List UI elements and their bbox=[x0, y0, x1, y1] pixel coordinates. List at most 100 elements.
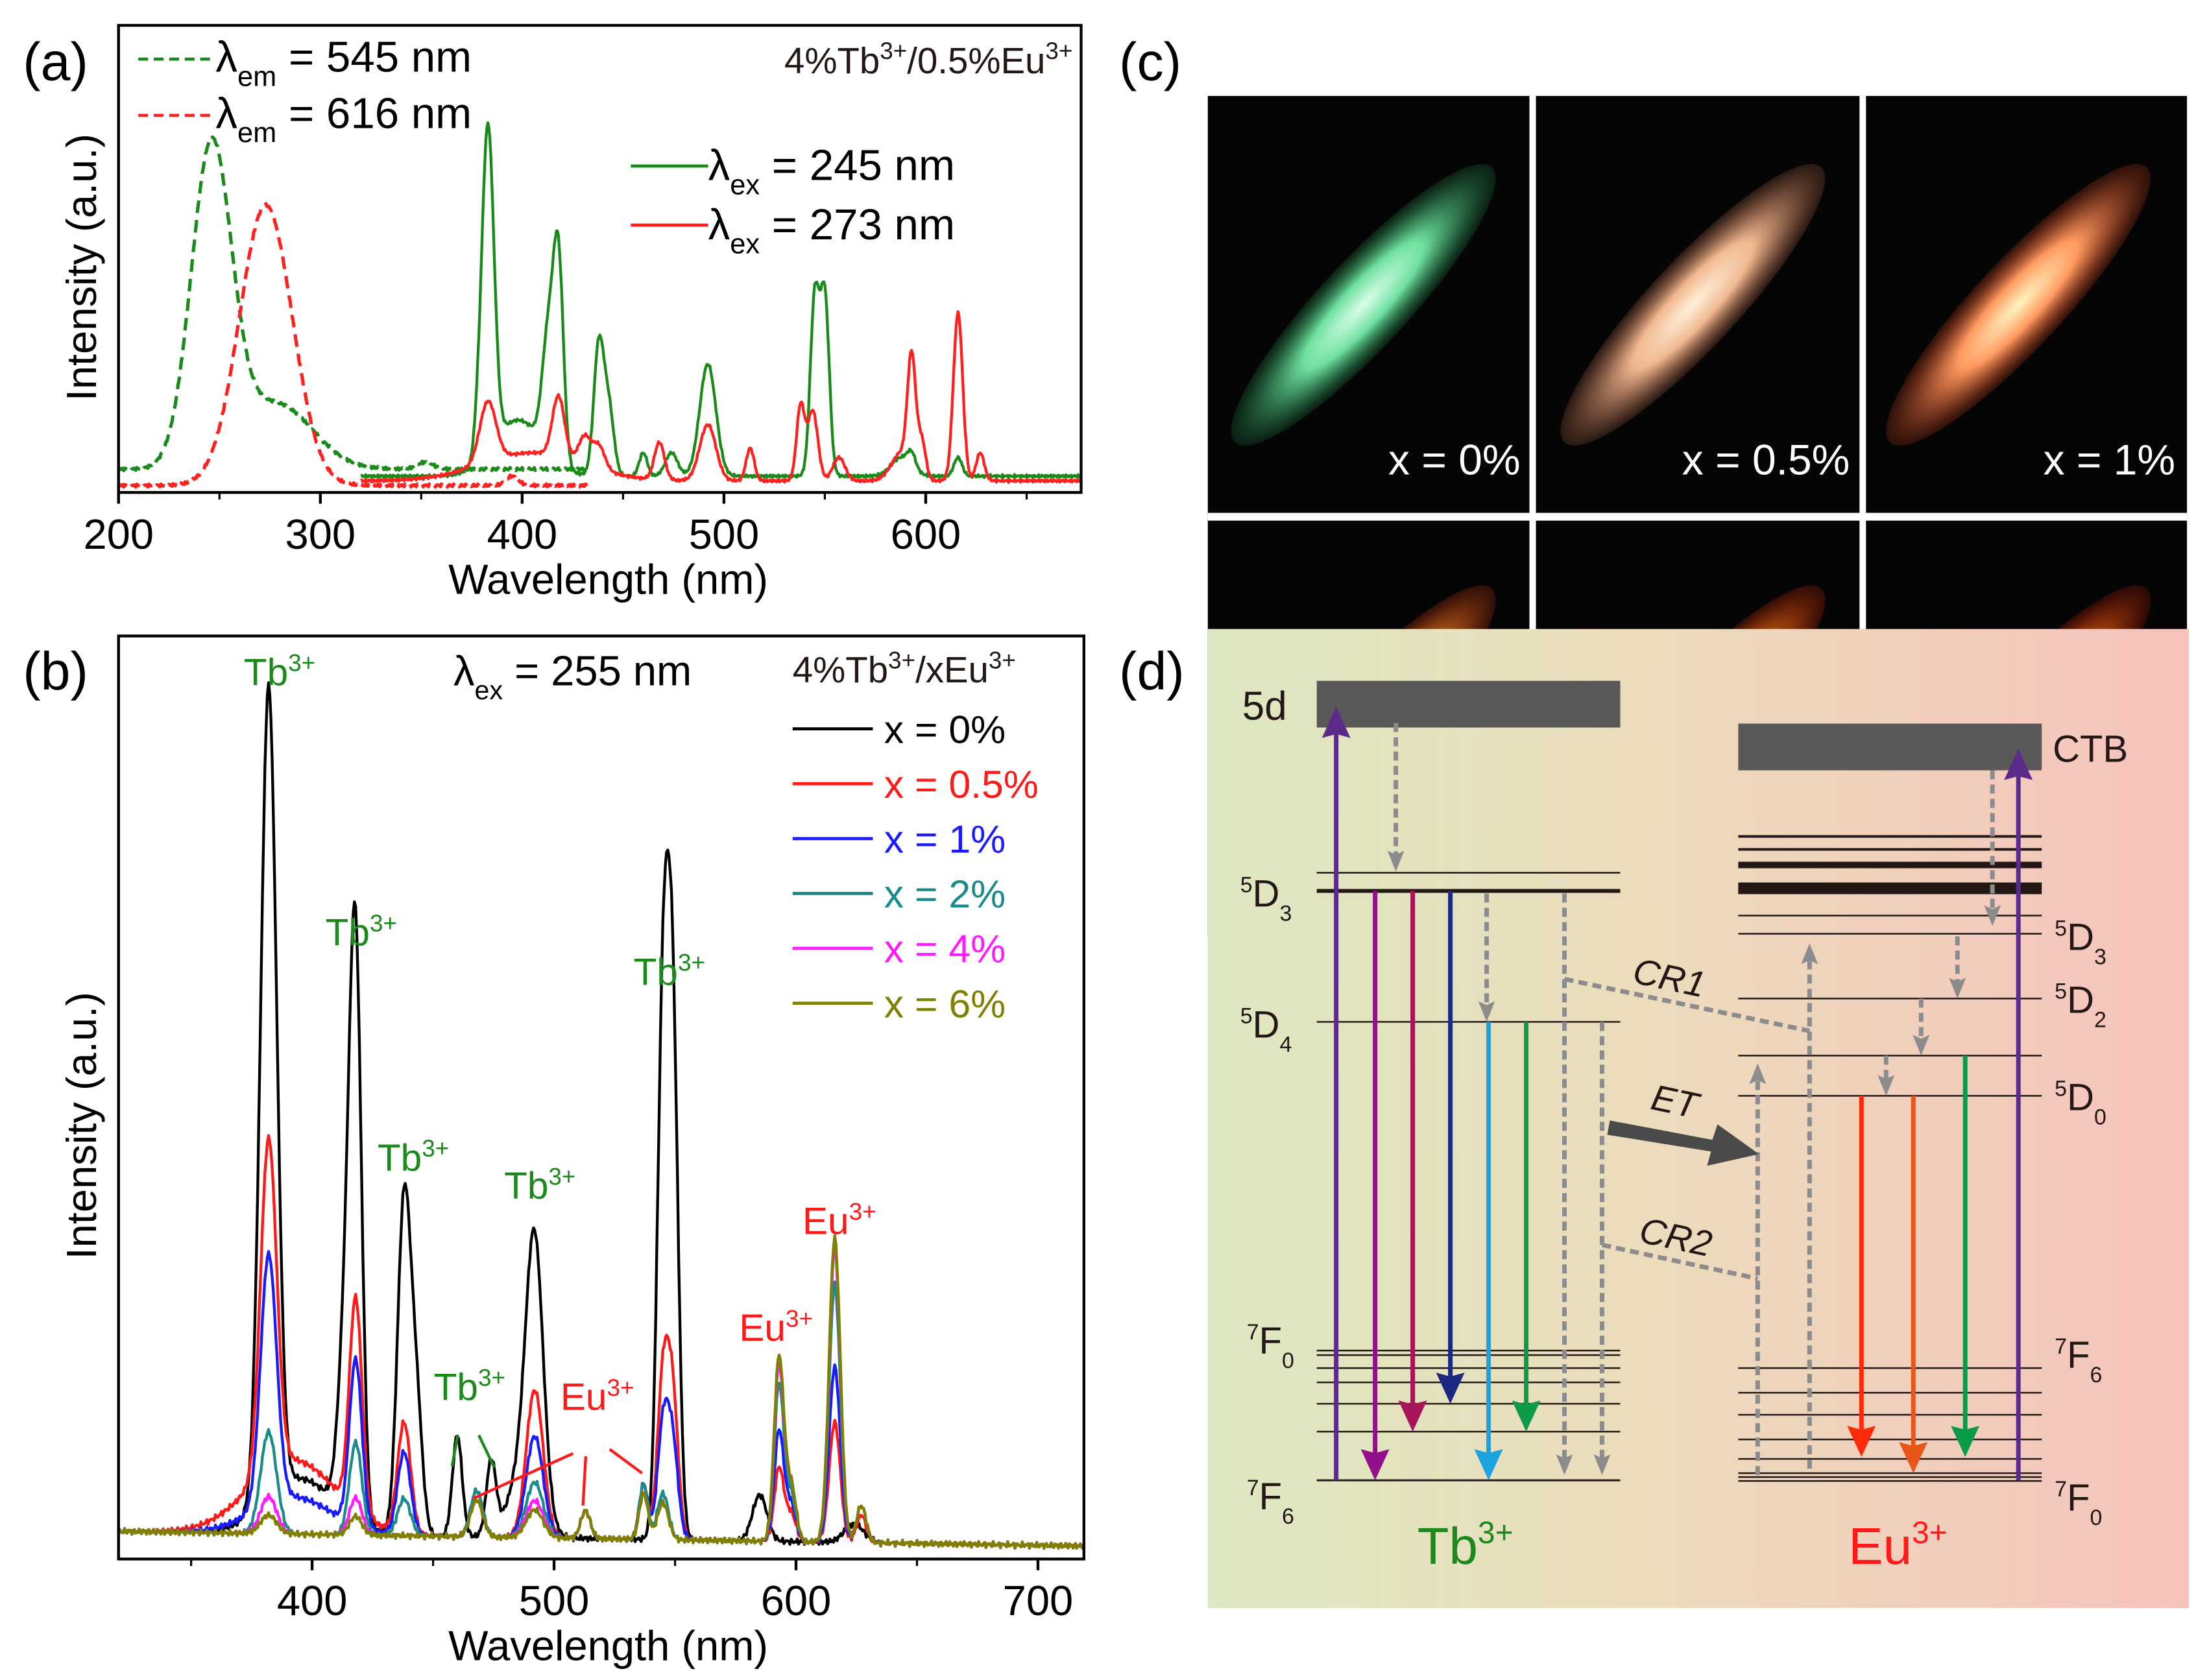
peak-label-ion: Eu bbox=[802, 1200, 849, 1242]
eu-ion-label: Eu3+ bbox=[1848, 1516, 1948, 1575]
pointer-line bbox=[477, 1434, 496, 1469]
level-j: 2 bbox=[2094, 1007, 2106, 1032]
excitation-arrow-eu-head bbox=[2004, 749, 2033, 780]
level-term: D bbox=[1253, 873, 1280, 915]
peak-label-charge: 3+ bbox=[288, 650, 315, 677]
level-j: 0 bbox=[1282, 1349, 1294, 1373]
photo-label: x = 1% bbox=[2044, 436, 2176, 484]
pointer-line bbox=[581, 1456, 588, 1506]
crystal-photo bbox=[1231, 163, 1496, 446]
relaxation-arrow-head bbox=[1387, 850, 1405, 872]
peak-label-ion: Tb bbox=[244, 651, 288, 693]
x-tick-label: 400 bbox=[277, 1577, 348, 1624]
legend-label: x = 4% bbox=[884, 927, 1006, 971]
series-line--em-545-nm bbox=[118, 135, 588, 473]
tb-ion-label: Tb3+ bbox=[1418, 1516, 1514, 1575]
peak-label-ion: Tb bbox=[326, 912, 370, 954]
legend-label: λem = 545 nm bbox=[215, 33, 472, 93]
panel-label-c: (c) bbox=[1119, 32, 1181, 92]
emission-arrow-head bbox=[1474, 1449, 1503, 1481]
series-line--em-616-nm bbox=[118, 202, 588, 489]
spectra-b bbox=[118, 681, 1084, 1550]
level-term: D bbox=[2067, 1077, 2094, 1118]
level-term: D bbox=[2067, 917, 2094, 958]
level-j: 4 bbox=[1280, 1032, 1292, 1057]
transition-arrows bbox=[1321, 706, 2033, 1481]
excitation-arrow-tb-head bbox=[1321, 706, 1351, 738]
series-line--ex-273-nm bbox=[360, 310, 1081, 484]
relaxation-arrow-head bbox=[1949, 978, 1966, 999]
emission-arrow-head bbox=[1847, 1426, 1876, 1458]
peak-label-charge: 3+ bbox=[786, 1306, 813, 1332]
peak-label-charge: 3+ bbox=[849, 1199, 876, 1225]
peak-label-ion: Tb bbox=[634, 951, 678, 993]
peak-label: Eu3+ bbox=[561, 1374, 634, 1419]
emission-arrow-head bbox=[1398, 1400, 1427, 1432]
legend-label: x = 1% bbox=[884, 817, 1006, 861]
band-5d-label: 5d bbox=[1242, 684, 1287, 729]
level-multiplicity: 5 bbox=[2055, 916, 2067, 941]
legend-label: x = 0.5% bbox=[884, 762, 1039, 806]
x-axis-title-a: Wavelength (nm) bbox=[448, 555, 768, 603]
transfer-arrow-head bbox=[1801, 943, 1818, 965]
level-term: F bbox=[2067, 1335, 2090, 1376]
band-5d bbox=[1316, 680, 1621, 728]
level-term: F bbox=[1259, 1476, 1282, 1518]
series-line-x-0-5- bbox=[118, 1134, 1084, 1550]
chart-panel-b: 400 500 600 700 Wavelength (nm) Intensity (… bbox=[58, 634, 1085, 1670]
energy-level-diagram: CR1 ET CR2 5d CTB 5D35D47F07F65D35D25D07… bbox=[1207, 629, 2190, 1608]
series-line-x-0- bbox=[118, 681, 1084, 1550]
band-ctb bbox=[1738, 723, 2042, 771]
legend-a-ex273: λex = 273 nm bbox=[631, 200, 955, 260]
diagram-background bbox=[1207, 629, 2190, 1608]
sample-composition-a: 4%Tb3+/0.5%Eu3+ bbox=[784, 38, 1072, 81]
level-multiplicity: 7 bbox=[2055, 1477, 2067, 1502]
level-j: 3 bbox=[1280, 901, 1292, 926]
x-axis-a: 200 300 400 500 600 bbox=[83, 492, 1028, 558]
level-term: D bbox=[1253, 1004, 1280, 1046]
tb-level-label: 5D4 bbox=[1240, 1003, 1292, 1057]
et-label: ET bbox=[1648, 1076, 1704, 1126]
level-term: F bbox=[1259, 1321, 1282, 1362]
level-multiplicity: 5 bbox=[1240, 1003, 1253, 1028]
emission-arrow-head bbox=[1899, 1442, 1928, 1474]
series-line--ex-245-nm bbox=[360, 121, 1081, 479]
peak-label-charge: 3+ bbox=[607, 1374, 634, 1401]
x-tick-label: 600 bbox=[891, 510, 961, 558]
plot-frame-a bbox=[117, 23, 1083, 494]
panel-label-a: (a) bbox=[23, 32, 88, 92]
peak-label-ion: Tb bbox=[378, 1137, 422, 1179]
y-axis-title-a: Intensity (a.u.) bbox=[58, 134, 105, 401]
relaxation-arrow-head bbox=[1984, 905, 2001, 926]
x-tick-label: 600 bbox=[761, 1577, 832, 1624]
level-multiplicity: 5 bbox=[1240, 872, 1253, 897]
peak-label: Tb3+ bbox=[326, 910, 397, 954]
legend-label: λex = 273 nm bbox=[708, 200, 955, 260]
x-axis-title-b: Wavelength (nm) bbox=[448, 1622, 768, 1670]
level-j: 3 bbox=[2094, 944, 2106, 969]
legend-label: λex = 245 nm bbox=[708, 141, 955, 201]
x-tick-label: 500 bbox=[689, 510, 760, 558]
cross-relaxation-line-1 bbox=[1563, 976, 1811, 1033]
panel-label-b: (b) bbox=[23, 642, 88, 701]
level-j: 6 bbox=[1282, 1504, 1294, 1529]
peak-label-charge: 3+ bbox=[548, 1163, 575, 1190]
emission-arrow-head bbox=[1512, 1400, 1541, 1432]
annotation-pointers bbox=[450, 1434, 643, 1506]
grid-divider bbox=[1207, 512, 2188, 521]
level-multiplicity: 5 bbox=[2055, 1076, 2067, 1101]
pointer-line bbox=[450, 1435, 459, 1467]
panel-label-d: (d) bbox=[1119, 642, 1185, 701]
relaxation-arrow-head bbox=[1877, 1075, 1895, 1096]
emission-arrow-head bbox=[1360, 1449, 1390, 1481]
peak-label-ion: Tb bbox=[434, 1366, 478, 1408]
peak-label: Tb3+ bbox=[434, 1365, 505, 1409]
peak-label: Eu3+ bbox=[802, 1199, 876, 1243]
peak-label-charge: 3+ bbox=[678, 950, 705, 976]
relaxation-arrow-head bbox=[1593, 1454, 1611, 1476]
legend-b: x = 0% x = 0.5% x = 1% x = 2% x = 4% x = 6% bbox=[792, 707, 1039, 1026]
legend-label: λem = 616 nm bbox=[215, 89, 472, 149]
peak-label-ion: Eu bbox=[561, 1376, 607, 1419]
emission-arrow-head bbox=[1951, 1426, 1980, 1458]
